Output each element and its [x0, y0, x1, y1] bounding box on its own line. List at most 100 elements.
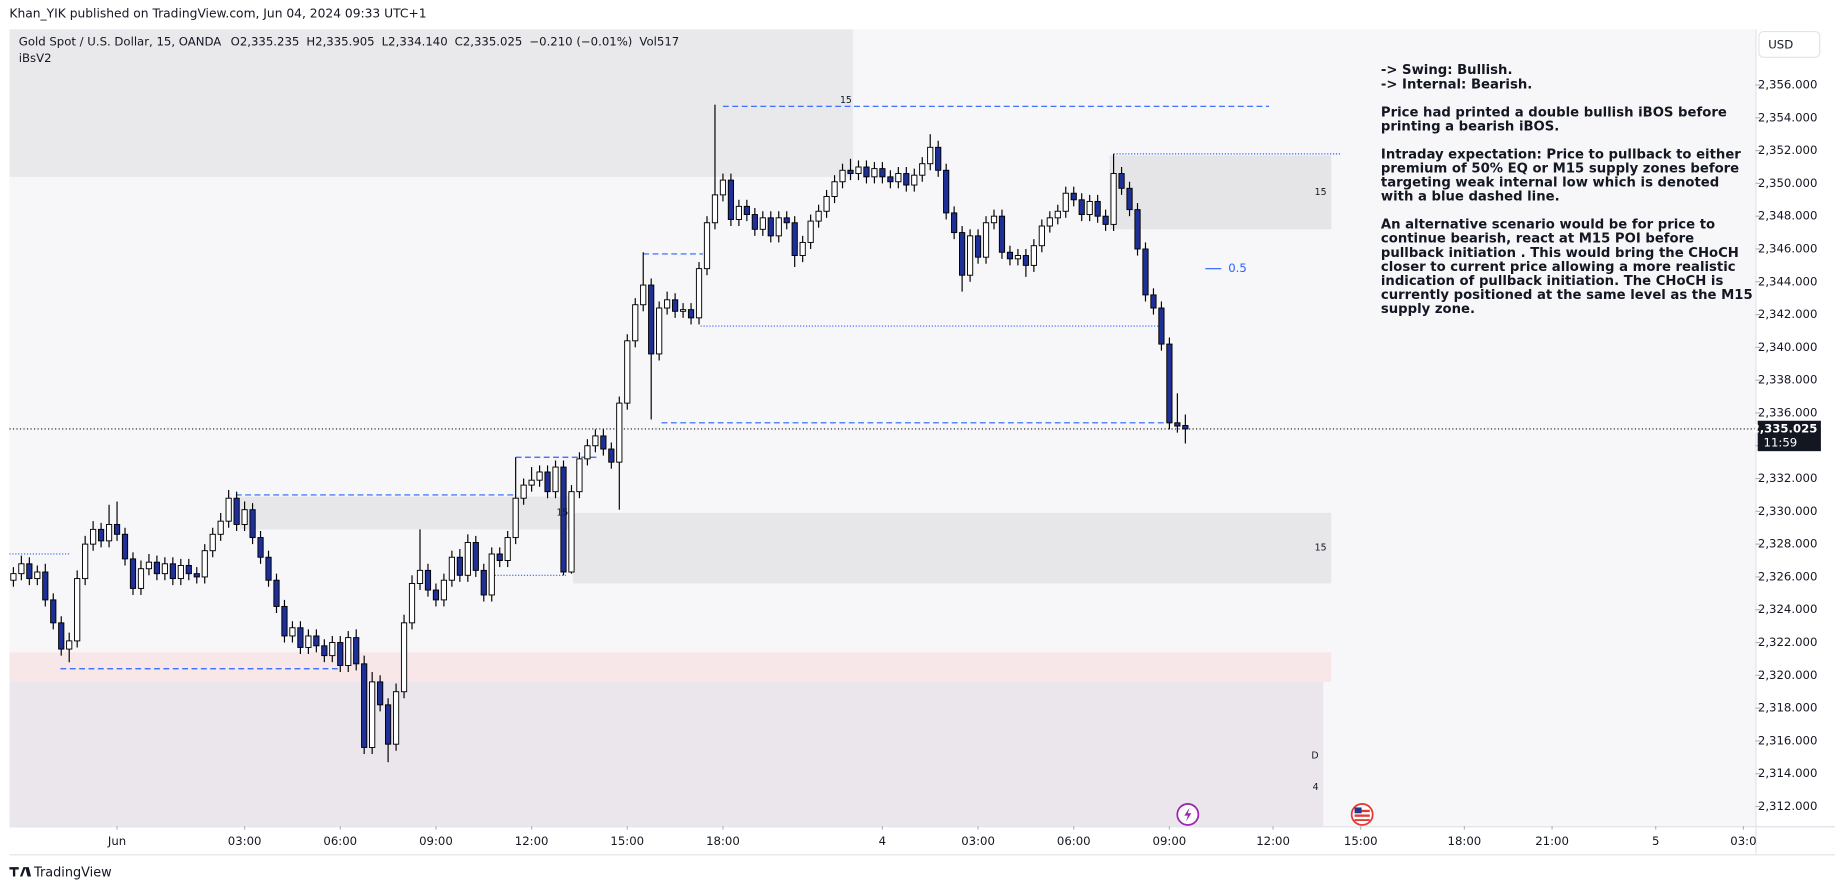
indicator-name: iBsV2	[19, 51, 52, 65]
candle-body	[919, 163, 926, 176]
y-tick-label: 2,354.000	[1758, 110, 1817, 124]
candle-body	[241, 509, 248, 525]
candle-body	[1134, 209, 1141, 250]
candle-body	[145, 561, 153, 570]
candle-body	[90, 528, 97, 545]
y-tick-label: 2,342.000	[1758, 307, 1817, 321]
zone-label: 4	[1313, 782, 1319, 793]
candle-body	[257, 537, 264, 558]
candle-body	[664, 299, 671, 309]
candle-body	[504, 537, 511, 561]
candle-body	[1046, 217, 1053, 227]
published-line: Khan_YIK published on TradingView.com, J…	[9, 7, 426, 21]
candle-body	[265, 556, 272, 581]
candle-body	[448, 556, 455, 581]
candle-body	[871, 168, 878, 178]
candle-body	[225, 497, 232, 522]
x-tick-label: 09:00	[419, 834, 453, 848]
candle-body	[863, 166, 870, 178]
candle-body	[703, 222, 711, 270]
candle-body	[313, 635, 320, 647]
y-tick-label: 2,312.000	[1758, 799, 1817, 813]
candle-body	[50, 599, 57, 624]
candle-body	[488, 553, 495, 596]
candle-body	[927, 146, 934, 165]
brand-logo	[9, 867, 32, 877]
candle-body	[345, 637, 352, 666]
zone	[573, 512, 1332, 584]
candle-body	[209, 533, 216, 552]
candle-body	[1142, 248, 1149, 296]
x-tick-label: 03:00	[961, 834, 995, 848]
candle-body	[592, 435, 599, 447]
candle-body	[385, 704, 392, 745]
y-tick-label: 2,328.000	[1758, 537, 1817, 551]
candle-body	[456, 556, 463, 576]
candle-body	[576, 458, 583, 493]
candle-body	[1030, 245, 1037, 266]
currency-label[interactable]: USD	[1768, 38, 1793, 52]
candle-body	[1062, 192, 1069, 212]
candle-body	[273, 579, 280, 607]
candle-body	[58, 622, 65, 650]
candle-body	[966, 235, 974, 276]
events-icon[interactable]	[1176, 803, 1200, 826]
candle-body	[113, 523, 121, 535]
candle-body	[305, 635, 312, 648]
legend-open: O2,335.235	[231, 35, 300, 49]
candle-body	[951, 212, 958, 234]
y-tick-label: 2,320.000	[1758, 668, 1817, 682]
x-tick-label: 18:00	[706, 834, 740, 848]
candle-body	[34, 571, 41, 580]
x-tick-label: 09:00	[1153, 834, 1187, 848]
candle-body	[1158, 307, 1165, 345]
candle-body	[82, 543, 89, 580]
candle-body	[353, 637, 360, 665]
candle-body	[544, 471, 551, 493]
y-tick-label: 2,316.000	[1758, 733, 1817, 747]
candle-body	[831, 181, 838, 197]
candle-body	[512, 497, 519, 539]
candle-body	[672, 299, 679, 312]
currency-button[interactable]	[1758, 31, 1821, 58]
annotation-line: pullback initiation . This would bring t…	[1381, 246, 1739, 261]
candle-body	[1078, 199, 1085, 216]
candle-body	[233, 497, 240, 525]
x-tick-label: Jun	[107, 834, 126, 848]
y-tick-label: 2,326.000	[1758, 569, 1817, 583]
candle-body	[687, 309, 695, 319]
y-tick-label: 2,330.000	[1758, 504, 1817, 518]
candle-body	[329, 642, 336, 657]
candle-body	[105, 523, 113, 542]
zone	[1109, 155, 1332, 230]
y-tick-label: 2,356.000	[1758, 78, 1817, 92]
candle-body	[903, 173, 910, 186]
candle-body	[121, 533, 129, 560]
candle-body	[998, 215, 1006, 253]
zone	[9, 681, 1324, 827]
candle-body	[568, 491, 575, 573]
annotation-line: with a blue dashed line.	[1381, 190, 1560, 205]
zone-label: 15	[1315, 543, 1327, 554]
candle-body	[640, 284, 647, 306]
candle-body	[719, 179, 727, 196]
candle-body	[416, 569, 424, 584]
us-flag-icon[interactable]	[1350, 803, 1374, 826]
candle-body	[632, 304, 639, 342]
candle-body	[424, 569, 432, 591]
annotation-line: supply zone.	[1381, 302, 1475, 317]
candle-body	[895, 173, 902, 183]
candle-body	[959, 232, 966, 276]
legend-volume: Vol517	[639, 35, 679, 49]
candle-body	[1022, 255, 1029, 266]
annotation-line: indication of pullback initiation. The C…	[1381, 274, 1724, 289]
legend-low: L2,334.140	[382, 35, 448, 49]
candle-body	[97, 528, 105, 542]
y-tick-label: 2,314.000	[1758, 766, 1817, 780]
candle-body	[791, 222, 798, 257]
candle-body	[1102, 215, 1109, 225]
candle-body	[337, 642, 344, 666]
candle-body	[297, 627, 304, 648]
candle-body	[990, 215, 998, 224]
